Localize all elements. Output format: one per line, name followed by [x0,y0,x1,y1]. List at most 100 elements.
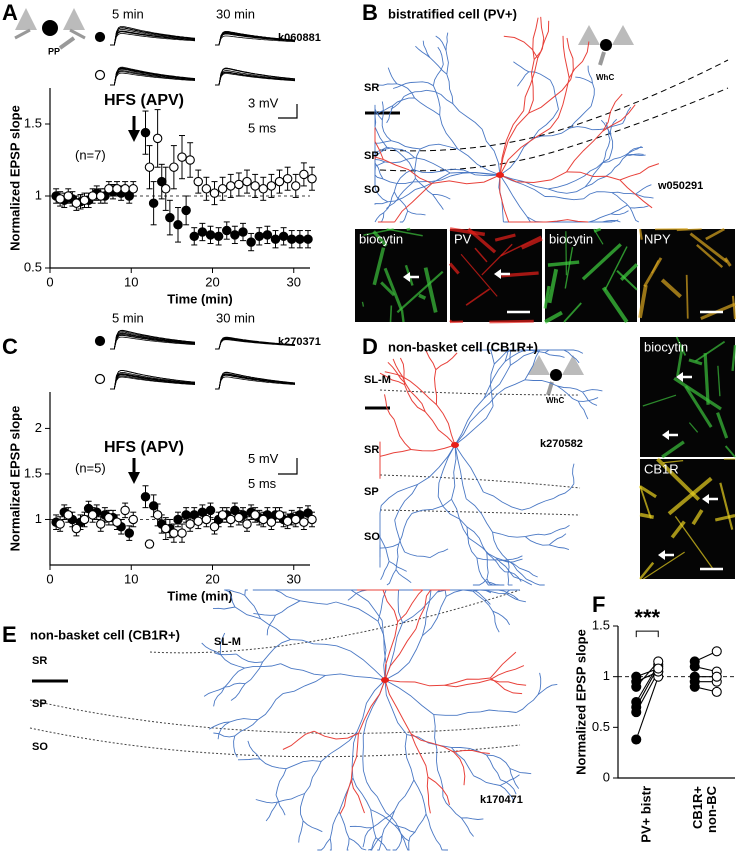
micrograph-texture [638,228,643,240]
dendrite [384,371,411,382]
dendrite [499,774,520,786]
data-point [87,191,98,201]
panel-title: bistratified cell (PV+) [388,6,517,21]
dendrite [409,380,437,405]
dendrite [336,645,386,681]
data-point [274,176,285,187]
dendrite [495,557,514,578]
dendrite [213,732,235,738]
dendrite [399,210,409,223]
dendrite [436,840,448,851]
dendrite [255,799,278,804]
dendrite [602,104,636,132]
dendrite [566,171,621,181]
y-tick-label: 0 [603,769,610,784]
micrograph-texture [383,267,403,311]
cell-id: k270582 [540,438,583,450]
dendrite [583,191,613,200]
micrograph-texture [423,267,438,313]
micrograph-texture [660,278,682,299]
micrograph-texture [406,227,411,231]
dendrite [528,71,551,81]
dendrite [450,172,501,177]
dendrite [414,172,451,191]
dendrite [260,618,291,640]
data-point [152,510,163,520]
annotation: HFS (APV) [104,439,184,456]
x-tick-label: 0 [46,571,53,586]
soma [496,172,504,178]
dendrite [611,192,631,209]
dendrite [504,571,522,582]
micrograph-texture [723,257,732,267]
dendrite [427,776,450,806]
epsp-trace [110,28,196,46]
dendrite [230,683,246,701]
micrograph-texture [714,514,736,522]
dendrite [472,578,488,586]
data-point [266,517,277,527]
micrograph-texture [688,358,703,366]
data-point [631,734,642,745]
dendrite [525,533,552,538]
epsp-trace [110,26,196,46]
data-point [262,230,273,240]
micrograph-texture [448,262,460,275]
data-point [266,181,277,191]
panel-title: non-basket cell (CB1R+) [30,627,180,642]
micrograph-texture [619,263,639,281]
y-axis-label: Normalized EPSP slope [573,629,588,775]
epsp-trace [215,73,296,86]
micrograph-texture [703,352,710,405]
dendrite [602,93,623,132]
dendrite [381,810,396,837]
x-tick-label-line: CB1R+ [690,786,705,829]
cell-icon [528,355,584,396]
dendrite [429,548,449,558]
x-tick-label: 20 [205,274,219,289]
micrograph-texture [544,310,563,324]
dendrite [201,642,221,655]
micrograph-texture [685,274,689,319]
data-point [290,514,301,525]
y-tick-label: 1 [35,187,42,202]
data-point [222,225,232,236]
dendrite [454,402,491,446]
dendrite [374,127,384,160]
dendrite [244,589,248,596]
scale-label: 5 ms [248,120,277,135]
dendrite [424,411,456,446]
x-tick-label: CB1R+non-BC [690,785,719,833]
annotation: (n=5) [75,461,106,476]
dendrite [275,794,286,816]
dendrite [437,444,456,497]
annotation: 30 min [216,6,255,21]
dendrite [244,663,281,669]
dendrite [329,811,340,839]
dendrite [457,148,501,176]
layer-label: SO [32,741,48,753]
legend-marker [94,31,106,43]
data-point [217,184,228,194]
layer-label: SL-M [364,374,391,386]
dendrite [384,621,399,681]
x-axis-label: Time (min) [167,588,233,603]
dendrite [234,719,259,737]
dendrite [490,363,495,407]
dendrite [376,105,394,115]
dendrite [356,679,386,732]
dendrite [237,758,261,761]
panel-letter: B [362,0,378,25]
dendrite [557,385,583,393]
micrograph-texture [663,460,684,464]
dendrite [380,483,418,506]
dendrite [233,735,238,758]
dendrite [404,383,426,412]
data-point [165,212,175,223]
data-point [104,184,114,194]
dendrite [547,175,585,190]
micrograph-texture [661,440,685,459]
dendrite [569,126,600,131]
dendrite [259,758,287,770]
